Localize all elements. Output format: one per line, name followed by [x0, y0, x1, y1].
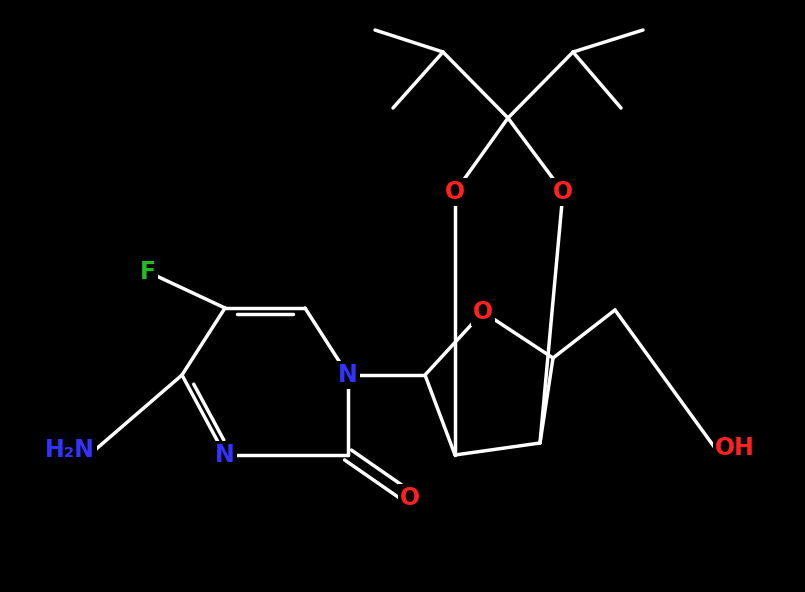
Text: OH: OH [715, 436, 755, 460]
Text: N: N [215, 443, 235, 467]
Text: N: N [338, 363, 358, 387]
Text: O: O [553, 180, 573, 204]
Text: O: O [473, 300, 493, 324]
Text: F: F [140, 260, 156, 284]
Text: H₂N: H₂N [45, 438, 95, 462]
Text: O: O [400, 486, 420, 510]
Text: O: O [445, 180, 465, 204]
